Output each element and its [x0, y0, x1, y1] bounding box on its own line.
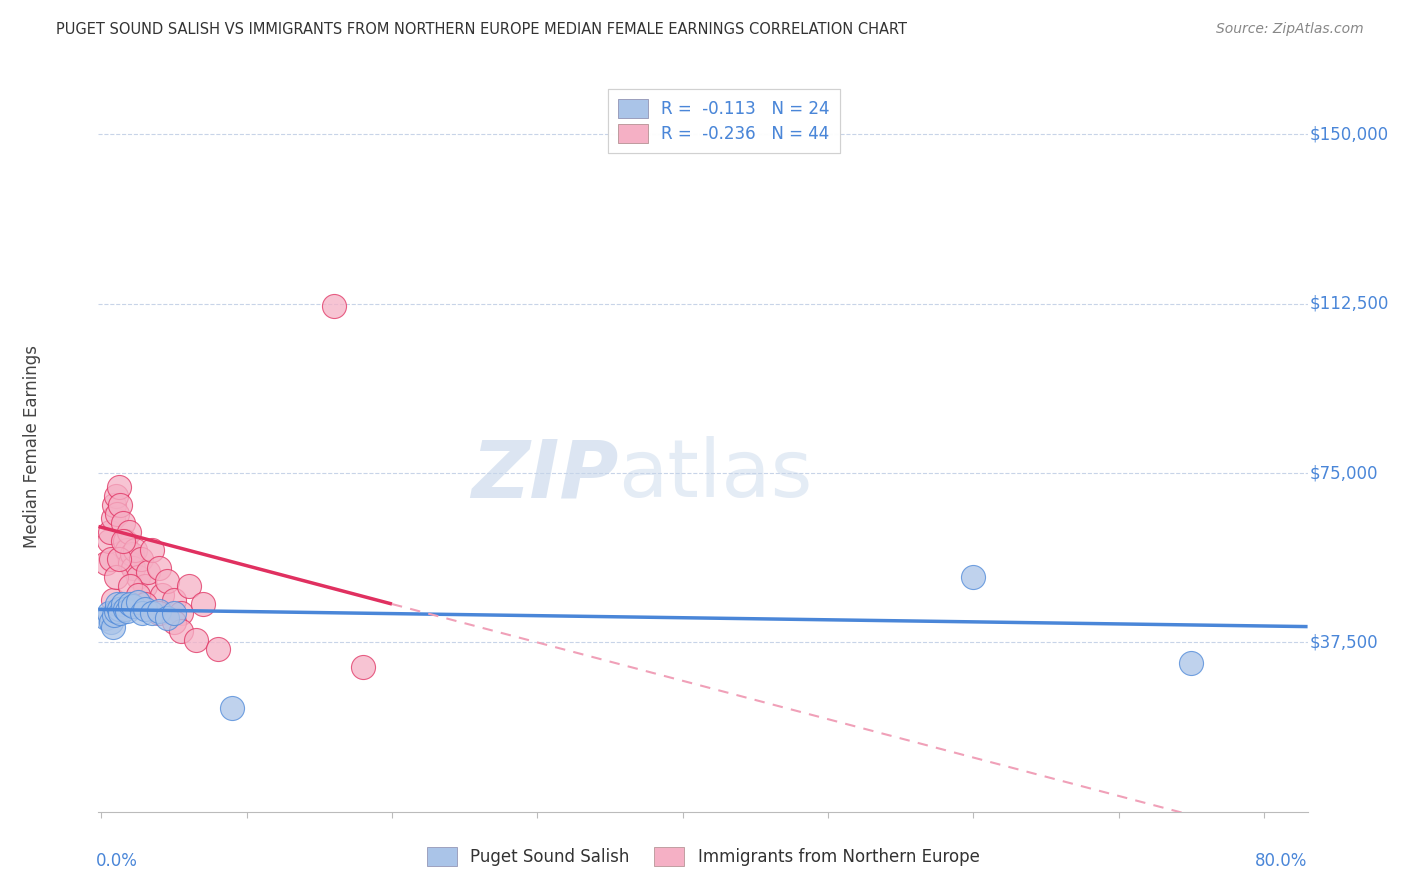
Text: ZIP: ZIP: [471, 436, 619, 515]
Point: [104, 570, 127, 584]
Point: [129, 552, 152, 566]
Point: [112, 533, 135, 548]
Legend: R =  -0.113   N = 24, R =  -0.236   N = 44: R = -0.113 N = 24, R = -0.236 N = 44: [607, 88, 839, 153]
Point: [134, 579, 156, 593]
Point: [148, 606, 170, 620]
Point: [1180, 656, 1202, 670]
Point: [112, 516, 135, 530]
Point: [100, 615, 122, 629]
Point: [148, 604, 170, 618]
Point: [177, 579, 200, 593]
Point: [97, 533, 120, 548]
Point: [107, 480, 129, 494]
Point: [103, 608, 125, 623]
Point: [163, 592, 186, 607]
Point: [117, 542, 139, 557]
Point: [117, 604, 139, 618]
Point: [131, 606, 153, 620]
Point: [170, 606, 193, 620]
Point: [352, 660, 374, 674]
Point: [107, 552, 129, 566]
Point: [120, 557, 142, 571]
Point: [150, 588, 173, 602]
Point: [97, 606, 120, 620]
Point: [156, 610, 179, 624]
Point: [114, 533, 136, 548]
Point: [148, 561, 170, 575]
Point: [127, 595, 149, 609]
Point: [100, 552, 122, 566]
Point: [122, 599, 145, 614]
Point: [120, 579, 142, 593]
Point: [118, 524, 141, 539]
Point: [112, 597, 135, 611]
Point: [110, 498, 132, 512]
Point: [184, 633, 207, 648]
Point: [124, 542, 146, 557]
Point: [104, 604, 127, 618]
Point: [136, 566, 159, 580]
Point: [221, 701, 243, 715]
Point: [94, 557, 117, 571]
Text: $112,500: $112,500: [1310, 294, 1389, 313]
Point: [98, 524, 121, 539]
Text: $150,000: $150,000: [1310, 126, 1389, 144]
Point: [104, 489, 127, 503]
Point: [163, 606, 186, 620]
Point: [127, 588, 149, 602]
Point: [94, 610, 117, 624]
Text: $37,500: $37,500: [1310, 633, 1379, 651]
Point: [156, 574, 179, 589]
Point: [962, 570, 984, 584]
Point: [101, 619, 124, 633]
Point: [207, 642, 229, 657]
Legend: Puget Sound Salish, Immigrants from Northern Europe: Puget Sound Salish, Immigrants from Nort…: [418, 838, 988, 875]
Point: [122, 561, 145, 575]
Point: [107, 601, 129, 615]
Point: [103, 498, 125, 512]
Point: [163, 615, 186, 629]
Point: [141, 542, 163, 557]
Point: [105, 597, 128, 611]
Text: atlas: atlas: [619, 436, 813, 515]
Text: $75,000: $75,000: [1310, 464, 1378, 482]
Text: 80.0%: 80.0%: [1256, 852, 1308, 870]
Point: [141, 606, 163, 620]
Point: [105, 507, 128, 521]
Text: Median Female Earnings: Median Female Earnings: [22, 344, 41, 548]
Point: [134, 601, 156, 615]
Point: [322, 299, 344, 313]
Point: [134, 597, 156, 611]
Point: [121, 547, 143, 561]
Text: 0.0%: 0.0%: [96, 852, 138, 870]
Point: [127, 570, 149, 584]
Text: Source: ZipAtlas.com: Source: ZipAtlas.com: [1216, 22, 1364, 37]
Point: [120, 597, 142, 611]
Text: PUGET SOUND SALISH VS IMMIGRANTS FROM NORTHERN EUROPE MEDIAN FEMALE EARNINGS COR: PUGET SOUND SALISH VS IMMIGRANTS FROM NO…: [56, 22, 907, 37]
Point: [191, 597, 214, 611]
Point: [101, 511, 124, 525]
Point: [114, 601, 136, 615]
Point: [110, 606, 132, 620]
Point: [170, 624, 193, 639]
Point: [101, 592, 124, 607]
